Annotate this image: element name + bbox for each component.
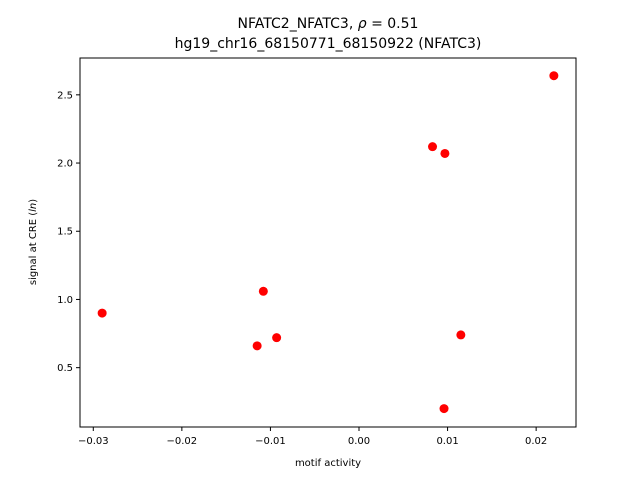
x-tick-label: −0.02	[167, 436, 198, 447]
y-tick-label: 1.5	[57, 227, 73, 238]
chart-title: NFATC2_NFATC3, ρ = 0.51	[238, 16, 419, 32]
x-axis-ticks: −0.03 −0.02 −0.01 0.00 0.01 0.02	[78, 427, 547, 447]
y-axis-label-prefix: signal at CRE (	[28, 212, 39, 285]
chart-title-suffix: = 0.51	[367, 16, 419, 32]
y-axis-label-suffix: )	[28, 199, 39, 203]
data-point	[456, 330, 466, 340]
y-tick-label: 2.0	[57, 159, 73, 170]
data-point	[439, 404, 449, 414]
y-axis-ticks: 0.5 1.0 1.5 2.0 2.5	[57, 90, 80, 374]
y-axis-label: signal at CRE (ln)	[28, 199, 39, 285]
data-point	[258, 286, 268, 296]
x-tick-label: 0.02	[525, 436, 547, 447]
x-tick-label: 0.01	[436, 436, 458, 447]
chart-title-rho: ρ	[358, 16, 367, 32]
y-tick-label: 1.0	[57, 295, 73, 306]
y-tick-label: 0.5	[57, 363, 73, 374]
data-point	[428, 142, 438, 152]
x-tick-label: −0.01	[255, 436, 286, 447]
plot-area-frame	[79, 57, 577, 428]
x-tick-label: −0.03	[78, 436, 109, 447]
x-axis-label: motif activity	[295, 458, 361, 469]
data-point	[549, 71, 559, 81]
data-point	[440, 148, 450, 158]
data-point	[272, 333, 282, 343]
data-point	[252, 341, 262, 351]
points-layer	[97, 71, 559, 414]
y-axis-label-ln: ln	[28, 203, 39, 212]
y-tick-label: 2.5	[57, 90, 73, 101]
data-point	[97, 308, 107, 318]
x-tick-label: 0.00	[348, 436, 370, 447]
chart-title-prefix: NFATC2_NFATC3,	[238, 16, 358, 32]
chart-subtitle: hg19_chr16_68150771_68150922 (NFATC3)	[175, 36, 482, 52]
